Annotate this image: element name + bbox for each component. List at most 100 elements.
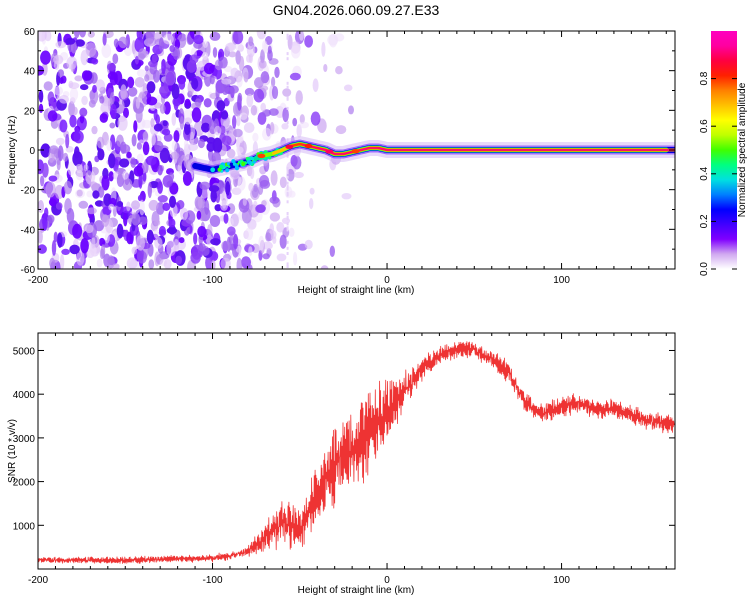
spectrogram-noise-cell [38, 230, 43, 244]
spectrogram-noise-cell [99, 96, 105, 104]
spectrogram-noise-cell [136, 31, 144, 41]
spectrogram-noise-cell [45, 181, 56, 198]
spectrogram-noise-cell [248, 246, 253, 257]
spectrogram-noise-cell [69, 244, 80, 255]
spectrogram-noise-cell [232, 115, 237, 129]
spectrogram-noise-cell [163, 259, 172, 269]
spectrogram-noise-cell [72, 223, 83, 239]
spectrogram-noise-cell [106, 139, 112, 152]
spectrogram-ytick-label: -60 [21, 265, 36, 276]
spectrogram-noise-cell [69, 114, 77, 128]
spectrogram-noise-cell [40, 175, 45, 187]
signal-speckle [246, 160, 252, 165]
spectrogram-noise-cell [279, 176, 287, 188]
spectrogram-noise-cell [134, 77, 145, 88]
spectrogram-noise-cell [112, 263, 120, 269]
spectrogram-noise-cell [84, 224, 94, 234]
spectrogram-noise-cell [75, 39, 85, 47]
spectrogram-noise-cell [242, 197, 247, 206]
snr-series [38, 341, 675, 564]
colorbar-tick-label: 0.0 [699, 262, 710, 276]
spectrogram-noise-cell [272, 236, 277, 244]
spectrogram-noise-cell [291, 45, 301, 59]
spectrogram-noise-cell [286, 52, 289, 56]
spectrogram-noise-cell [221, 240, 231, 252]
spectrogram-noise-cell [126, 151, 132, 159]
spectrogram-xtick-label: 0 [384, 275, 390, 286]
signal-track [187, 136, 675, 178]
signal-hotspot [325, 149, 334, 154]
spectrogram-noise-cell [42, 215, 48, 231]
spectrogram-noise-cell [131, 246, 138, 255]
spectrogram-noise-cell [286, 200, 289, 204]
signal-speckle [217, 167, 222, 172]
spectrogram-noise-cell [209, 215, 221, 227]
spectrogram-noise-cell [299, 114, 305, 124]
spectrogram-noise-cell [134, 55, 139, 65]
spectrogram-noise-cell [230, 67, 239, 78]
spectrogram-noise-cell [117, 115, 128, 131]
spectrogram-noise-cell [175, 255, 182, 265]
spectrogram-noise-cell [208, 185, 220, 193]
spectrogram-noise-cell [286, 167, 289, 171]
spectrogram-noise-cell [120, 141, 127, 154]
spectrogram-noise-cell [254, 77, 264, 89]
spectrogram-noise-cell [102, 33, 107, 46]
spectrogram-noise-cell [184, 98, 191, 107]
spectrogram-noise-cell [89, 88, 99, 105]
spectrogram-noise-cell [69, 87, 79, 101]
spectrogram-noise-cell [293, 171, 304, 179]
spectrogram-noise-cell [245, 227, 254, 241]
spectrogram-noise-cell [79, 107, 88, 117]
spectrogram-noise-cell [269, 212, 281, 222]
spectrogram-noise-cell [166, 240, 177, 257]
spectrogram-frame [37, 30, 676, 270]
spectrogram-noise-cell [286, 85, 289, 89]
spectrogram-noise-cell [253, 88, 265, 103]
spectrogram-noise-cell [216, 100, 226, 112]
snr-xlabel: Height of straight line (km) [298, 585, 415, 596]
spectrogram-noise-cell [177, 157, 184, 166]
signal-hotspot [304, 143, 313, 149]
spectrogram-noise-cell [286, 226, 289, 230]
spectrogram-noise-cell [122, 178, 133, 191]
spectrogram-noise-cell [49, 145, 59, 155]
spectrogram-noise-cell [101, 175, 110, 191]
spectrogram-noise-cell [154, 140, 164, 152]
spectrogram-noise-cell [179, 116, 185, 130]
spectrogram-noise-cell [183, 139, 189, 150]
spectrogram-noise-cell [62, 152, 69, 162]
spectrogram-noise-cell [286, 264, 289, 268]
spectrogram-xtick-label: -200 [28, 275, 48, 286]
spectrogram-noise-cell [81, 95, 88, 106]
signal-speckle [210, 167, 216, 173]
spectrogram-noise-cell [281, 123, 289, 130]
spectrogram-noise-cell [90, 236, 96, 249]
spectrogram-noise-cell [309, 187, 315, 195]
spectrogram-noise-cell [173, 97, 179, 111]
spectrogram-noise-cell [43, 81, 53, 91]
spectrogram-noise-cell [101, 43, 112, 59]
spectrogram-noise-cell [153, 69, 160, 83]
spectrogram-noise-cell [310, 111, 321, 126]
snr-ytick-label: 4000 [13, 390, 36, 401]
signal-speckle [252, 160, 256, 164]
spectrogram-noise-cell [46, 214, 55, 224]
snr-xtick-label: 100 [553, 575, 570, 586]
spectrogram-noise-cell [61, 248, 70, 255]
spectrogram-noise-cell [63, 180, 73, 195]
spectrogram-noise-cell [154, 237, 163, 249]
spectrogram-noise-cell [48, 175, 58, 182]
signal-speckle [226, 162, 230, 166]
spectrogram-noise-cell [184, 117, 193, 125]
spectrogram-noise-cell [189, 54, 199, 64]
spectrogram-noise-cell [53, 54, 64, 65]
spectrogram-noise-cell [116, 223, 124, 239]
spectrogram-noise-cell [133, 120, 138, 133]
snr-ytick-label: 2000 [13, 478, 36, 489]
spectrogram-noise-cell [224, 86, 235, 95]
spectrogram-noise-cell [142, 171, 147, 182]
spectrogram-noise-cell [150, 133, 156, 146]
spectrogram-noise-cell [238, 55, 245, 72]
spectrogram-noise-cell [244, 87, 255, 96]
